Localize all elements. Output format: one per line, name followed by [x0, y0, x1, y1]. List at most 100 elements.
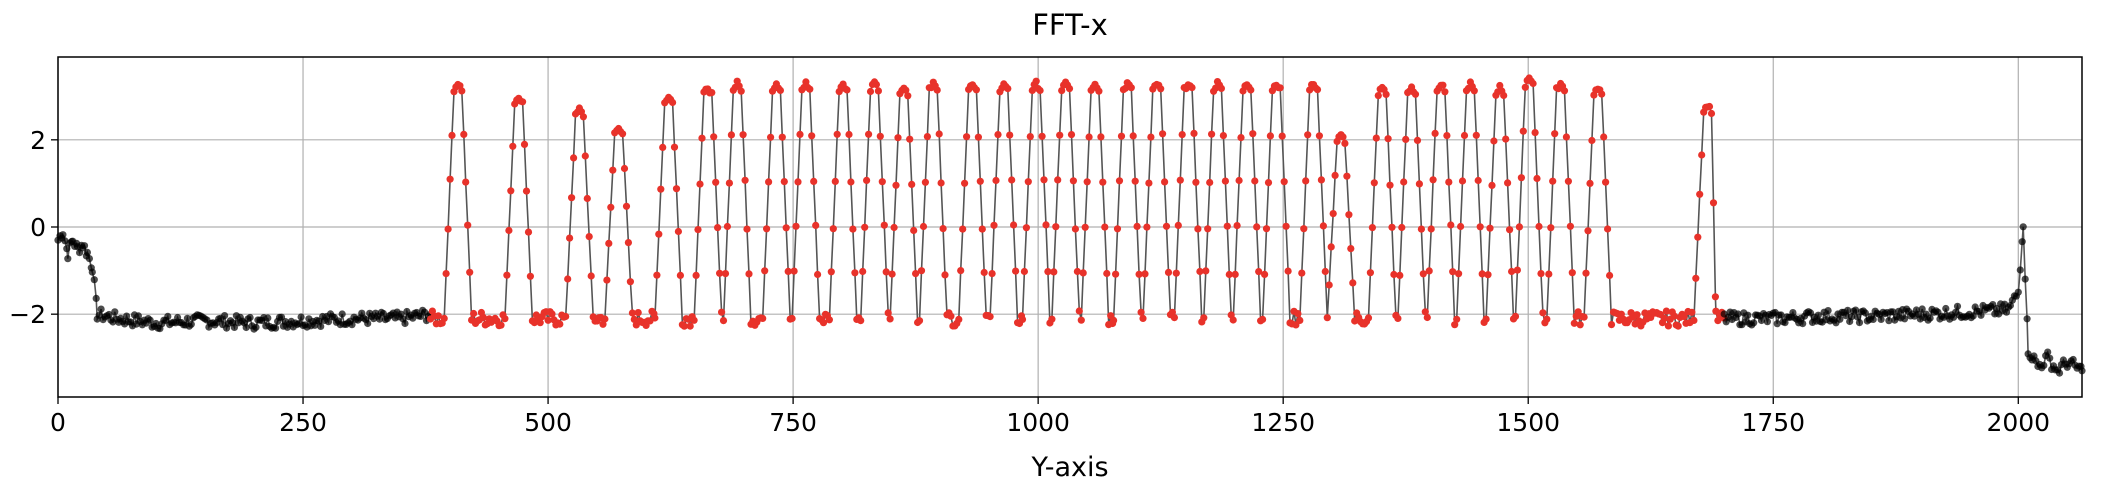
data-point: [1566, 222, 1574, 230]
data-point: [607, 203, 615, 211]
data-point: [1519, 127, 1527, 135]
y-axis-ticks: −2 0 2: [9, 126, 58, 329]
data-point: [1112, 270, 1120, 278]
data-point: [1711, 293, 1719, 301]
data-point: [1521, 83, 1529, 91]
data-point: [721, 270, 730, 278]
data-point: [1313, 86, 1322, 94]
data-point: [570, 154, 578, 162]
data-point: [252, 323, 260, 331]
data-point: [97, 305, 105, 313]
data-point: [1549, 177, 1557, 185]
data-point: [1580, 313, 1588, 321]
data-point: [348, 321, 356, 329]
data-point: [63, 245, 71, 253]
data-point: [1781, 319, 1789, 327]
data-point: [1484, 271, 1492, 279]
data-point: [1221, 177, 1229, 185]
data-point: [564, 275, 572, 283]
data-point: [1006, 131, 1014, 139]
data-point: [1482, 315, 1490, 323]
data-point: [568, 194, 576, 202]
data-point: [959, 225, 967, 233]
data-point: [556, 320, 564, 328]
data-point: [737, 87, 745, 95]
data-point: [1325, 281, 1333, 289]
data-point: [972, 86, 981, 94]
data-point: [1455, 270, 1463, 278]
data-point: [1394, 314, 1402, 322]
data-point: [1429, 176, 1437, 184]
data-point: [698, 134, 706, 142]
data-point: [1535, 222, 1543, 231]
x-tick-label: 1500: [1496, 408, 1560, 437]
data-point: [1696, 190, 1704, 198]
data-point: [524, 228, 533, 236]
x-tick-label: 1750: [1741, 408, 1805, 437]
data-point: [1040, 176, 1048, 184]
data-point: [843, 86, 851, 94]
data-point: [1586, 179, 1594, 187]
data-point: [859, 267, 867, 276]
data-point: [1349, 279, 1357, 287]
data-point: [1178, 131, 1186, 139]
data-point: [1582, 269, 1590, 277]
data-point: [651, 314, 659, 322]
data-point: [1054, 176, 1062, 184]
x-axis-ticks: 0 250 500 750 1000 1250 1500 1750 2000: [50, 397, 2050, 437]
data-point: [1069, 177, 1077, 185]
data-point: [1110, 316, 1118, 324]
data-point: [520, 140, 529, 148]
data-point: [1517, 174, 1525, 182]
data-point: [1280, 178, 1288, 186]
data-point: [1490, 137, 1498, 145]
data-point: [1511, 312, 1520, 320]
data-point: [1547, 224, 1555, 232]
data-point: [1458, 177, 1467, 185]
data-point: [1028, 86, 1036, 95]
data-point: [1417, 225, 1425, 233]
data-point: [242, 323, 250, 332]
data-point: [1188, 84, 1196, 92]
data-point: [1443, 132, 1451, 140]
data-point: [1901, 315, 1909, 323]
data-point: [955, 315, 963, 323]
data-point: [886, 315, 894, 323]
data-point: [1315, 132, 1323, 140]
data-point: [1085, 133, 1093, 141]
data-point: [806, 85, 814, 93]
data-point: [994, 131, 1002, 139]
data-point: [1398, 223, 1406, 232]
data-point: [1370, 179, 1378, 187]
data-point: [2014, 288, 2022, 296]
data-point: [1885, 317, 1893, 325]
data-point: [1662, 307, 1670, 315]
data-point: [92, 294, 100, 302]
data-point: [974, 133, 983, 141]
data-point: [1692, 274, 1700, 282]
data-point: [1345, 211, 1353, 219]
data-point: [1744, 311, 1752, 319]
data-point: [776, 86, 785, 94]
data-point: [446, 175, 454, 183]
data-point: [657, 185, 665, 193]
data-point: [1384, 135, 1392, 143]
data-point: [1419, 270, 1427, 278]
data-point: [827, 268, 835, 276]
data-point: [1602, 178, 1610, 186]
data-point: [1262, 225, 1271, 233]
data-point: [902, 86, 910, 94]
data-point: [908, 180, 916, 188]
data-point: [866, 87, 875, 96]
data-point: [710, 133, 718, 141]
y-tick-label: −2: [9, 300, 46, 329]
data-point: [1052, 223, 1060, 231]
data-point: [462, 178, 470, 186]
data-point: [1247, 86, 1255, 94]
data-point: [917, 267, 926, 275]
data-point: [694, 226, 702, 234]
data-point: [1607, 321, 1616, 329]
data-point: [440, 314, 448, 322]
data-point: [442, 270, 450, 278]
data-point: [1347, 245, 1355, 253]
